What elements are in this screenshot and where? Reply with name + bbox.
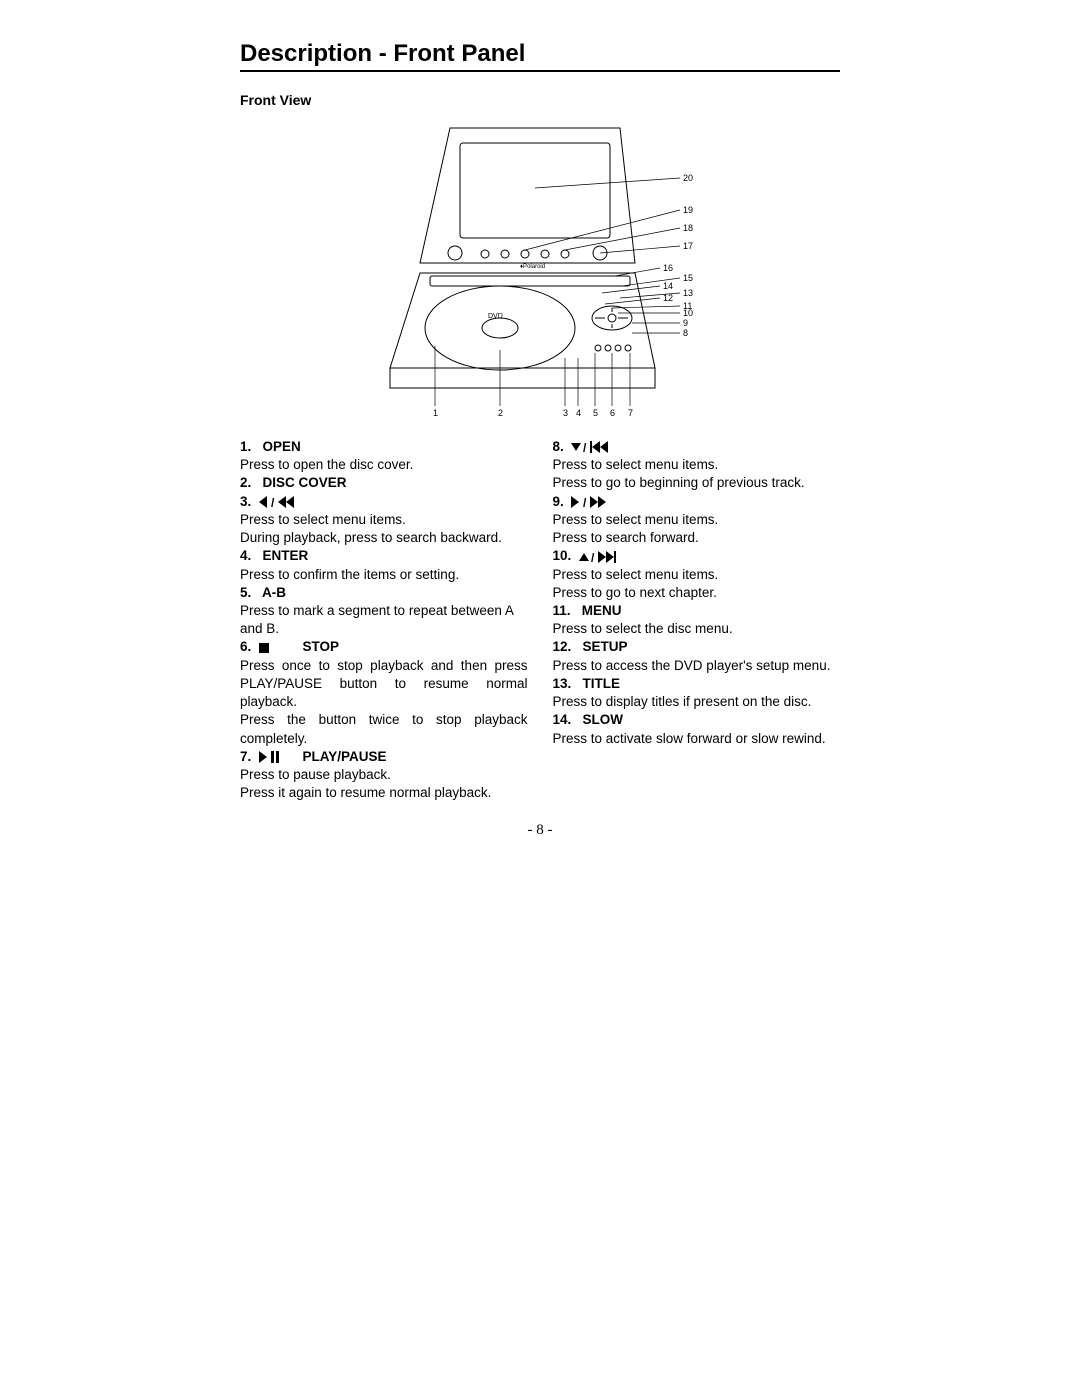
item-description: Press to select menu items.	[240, 511, 528, 529]
item-heading: 4. ENTER	[240, 548, 308, 563]
list-item: 8. Press to select menu items.Press to g…	[553, 438, 841, 493]
item-description: Press to go to next chapter.	[553, 584, 841, 602]
item-heading: 5. A-B	[240, 585, 286, 600]
item-description: Press to mark a segment to repeat betwee…	[240, 602, 528, 638]
item-heading: 12. SETUP	[553, 639, 628, 654]
list-item: 3. Press to select menu items.During pla…	[240, 493, 528, 548]
item-heading: 7. PLAY/PAUSE	[240, 749, 387, 764]
list-item: 14. SLOW Press to activate slow forward o…	[553, 711, 841, 747]
list-item: 11. MENU Press to select the disc menu.	[553, 602, 841, 638]
svg-text:DVD: DVD	[488, 313, 503, 320]
svg-text:6: 6	[610, 408, 615, 418]
play-pause-icon	[259, 751, 299, 763]
item-description: Press it again to resume normal playback…	[240, 784, 528, 802]
svg-text:17: 17	[683, 241, 693, 251]
svg-text:15: 15	[683, 273, 693, 283]
list-item: 13. TITLE Press to display titles if pres…	[553, 675, 841, 711]
item-description: Press to select menu items.	[553, 566, 841, 584]
svg-text:8: 8	[683, 328, 688, 338]
item-description: Press to select menu items.	[553, 511, 841, 529]
svg-text:13: 13	[683, 288, 693, 298]
item-heading: 13. TITLE	[553, 676, 621, 691]
item-description: Press to pause playback.	[240, 766, 528, 784]
list-item: 12. SETUP Press to access the DVD player'…	[553, 638, 841, 674]
item-heading: 10.	[553, 548, 619, 563]
item-description: Press to display titles if present on th…	[553, 693, 841, 711]
item-description: Press to activate slow forward or slow r…	[553, 730, 841, 748]
svg-text:14: 14	[663, 281, 673, 291]
list-item: 10. Press to select menu items.Press to …	[553, 547, 841, 602]
item-description: Press to confirm the items or setting.	[240, 566, 528, 584]
item-description: Press once to stop playback and then pre…	[240, 657, 528, 712]
item-description: Press to select the disc menu.	[553, 620, 841, 638]
diagram-container: ♦Polaroid DVD	[240, 118, 840, 418]
left-rewind-icon	[259, 496, 299, 508]
down-prev-icon	[571, 441, 611, 453]
list-item: 6. STOP Press once to stop playback and t…	[240, 638, 528, 747]
right-column: 8. Press to select menu items.Press to g…	[553, 438, 841, 802]
front-view-subtitle: Front View	[240, 92, 840, 108]
svg-text:19: 19	[683, 205, 693, 215]
item-heading: 1. OPEN	[240, 439, 301, 454]
left-column: 1. OPEN Press to open the disc cover.2. D…	[240, 438, 528, 802]
item-description: Press to open the disc cover.	[240, 456, 528, 474]
page-title: Description - Front Panel	[240, 40, 840, 72]
item-heading: 2. DISC COVER	[240, 475, 347, 490]
item-heading: 9.	[553, 494, 612, 509]
item-heading: 3.	[240, 494, 299, 509]
svg-text:9: 9	[683, 318, 688, 328]
item-heading: 14. SLOW	[553, 712, 624, 727]
up-next-icon	[579, 551, 619, 563]
svg-text:16: 16	[663, 263, 673, 273]
list-item: 5. A-B Press to mark a segment to repeat …	[240, 584, 528, 639]
item-description: Press to go to beginning of previous tra…	[553, 474, 841, 492]
stop-icon	[259, 642, 299, 654]
svg-text:♦Polaroid: ♦Polaroid	[520, 264, 545, 270]
svg-text:20: 20	[683, 173, 693, 183]
svg-text:18: 18	[683, 223, 693, 233]
list-item: 1. OPEN Press to open the disc cover.	[240, 438, 528, 474]
svg-text:3: 3	[563, 408, 568, 418]
item-description: Press to select menu items.	[553, 456, 841, 474]
svg-text:7: 7	[628, 408, 633, 418]
svg-text:1: 1	[433, 408, 438, 418]
list-item: 4. ENTER Press to confirm the items or se…	[240, 547, 528, 583]
svg-text:5: 5	[593, 408, 598, 418]
svg-text:2: 2	[498, 408, 503, 418]
list-item: 2. DISC COVER	[240, 474, 528, 492]
item-heading: 6. STOP	[240, 639, 339, 654]
svg-text:11: 11	[683, 301, 692, 311]
page-number: - 8 -	[240, 822, 840, 839]
right-fwd-icon	[571, 496, 611, 508]
list-item: 7. PLAY/PAUSE Press to pause playback.Pre…	[240, 748, 528, 803]
item-heading: 11. MENU	[553, 603, 622, 618]
item-description: Press to search forward.	[553, 529, 841, 547]
item-description: Press to access the DVD player's setup m…	[553, 657, 841, 675]
item-description: During playback, press to search backwar…	[240, 529, 528, 547]
dvd-player-diagram: ♦Polaroid DVD	[360, 118, 720, 418]
list-item: 9. Press to select menu items.Press to s…	[553, 493, 841, 548]
svg-text:4: 4	[576, 408, 581, 418]
item-description: Press the button twice to stop playback …	[240, 711, 528, 747]
item-heading: 8.	[553, 439, 612, 454]
description-columns: 1. OPEN Press to open the disc cover.2. D…	[240, 438, 840, 802]
